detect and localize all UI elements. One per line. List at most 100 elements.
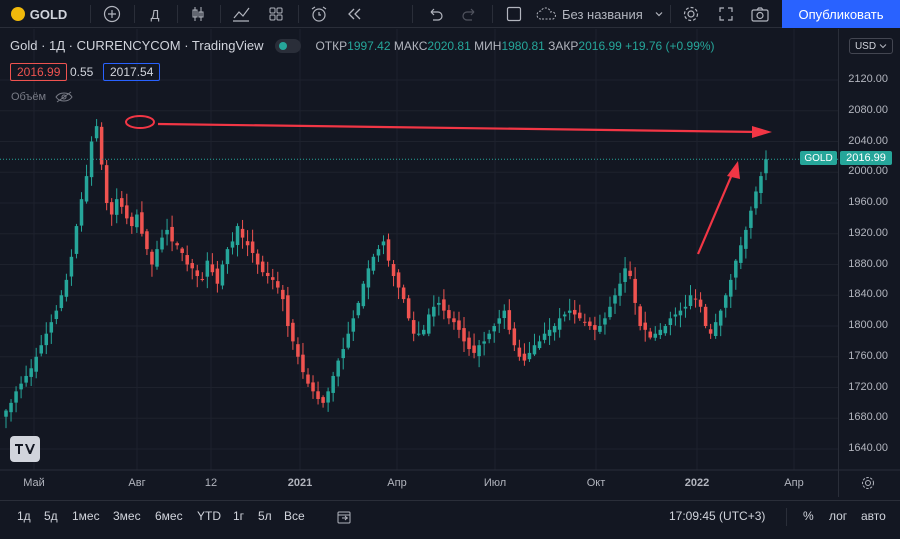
layout-name-button[interactable]: Без названия: [536, 0, 666, 28]
tv-logo-icon: [15, 444, 35, 454]
sell-price-button[interactable]: 2016.99: [10, 63, 68, 81]
indicators-button[interactable]: [229, 0, 253, 28]
high-label: МАКС: [393, 38, 428, 53]
candle-body: [442, 299, 446, 311]
price-tick-label: 1680.00: [848, 411, 888, 424]
price-axis[interactable]: USD 2120.00 2080.00 2040.00 2000.00 1960.00 1…: [838, 29, 900, 497]
percent-toggle[interactable]: %: [803, 509, 814, 523]
auto-toggle[interactable]: авто: [861, 509, 886, 523]
buy-price-button[interactable]: 2017.54: [103, 63, 161, 81]
candle-body: [759, 176, 763, 194]
divider: [90, 5, 91, 23]
candle-body: [59, 295, 64, 309]
divider: [177, 5, 178, 23]
range-button-8[interactable]: Все: [284, 509, 305, 523]
time-tick-label: Апр: [784, 477, 804, 489]
candle-body: [49, 322, 54, 333]
candle-body: [114, 199, 119, 215]
snapshot-button[interactable]: [748, 0, 772, 28]
low-value: 1980.81: [501, 38, 545, 53]
price-chart[interactable]: [0, 29, 900, 497]
eye-toggle[interactable]: [275, 38, 302, 53]
calendar-goto-icon: [337, 511, 351, 524]
range-button-5[interactable]: YTD: [197, 509, 221, 523]
divider: [786, 508, 787, 526]
range-button-1[interactable]: 5д: [44, 509, 58, 523]
candle-body: [225, 249, 230, 265]
candle-body: [718, 310, 723, 326]
divider: [298, 5, 299, 23]
symbol-search-button[interactable]: GOLD: [6, 0, 72, 28]
publish-button[interactable]: Опубликовать: [782, 0, 900, 28]
candle-body: [643, 322, 647, 330]
candle-body: [140, 212, 144, 234]
candle-body: [311, 382, 315, 392]
indicators-icon: [233, 7, 250, 22]
range-button-2[interactable]: 1мес: [72, 509, 100, 523]
volume-legend[interactable]: Объём: [11, 91, 73, 103]
tradingview-logo[interactable]: [10, 436, 40, 462]
candle-body: [250, 241, 255, 253]
candle-body: [427, 314, 431, 334]
last-price-tag: 2016.99: [840, 151, 892, 165]
candle-body: [135, 214, 139, 228]
layout-toggle-button[interactable]: [502, 0, 526, 28]
fullscreen-button[interactable]: [714, 0, 738, 28]
currency-selector[interactable]: USD: [849, 38, 893, 54]
range-button-7[interactable]: 5л: [258, 509, 272, 523]
candle-body: [215, 268, 220, 284]
candle-body: [99, 126, 104, 165]
candle-body: [668, 318, 673, 326]
redo-button[interactable]: [458, 0, 482, 28]
candle-body: [708, 329, 713, 334]
range-button-6[interactable]: 1г: [233, 509, 245, 523]
replay-button[interactable]: [342, 0, 366, 28]
templates-button[interactable]: [264, 0, 288, 28]
interval-button[interactable]: Д: [143, 0, 167, 28]
candle-body: [683, 306, 688, 309]
top-toolbar: GOLD Д Без названия: [0, 0, 900, 28]
close-label: ЗАКР: [548, 38, 579, 53]
annotation-ellipse: [125, 115, 155, 129]
chart-type-button[interactable]: [186, 0, 210, 28]
candle-body: [180, 248, 184, 253]
candle-body: [44, 333, 49, 346]
price-tick-label: 1720.00: [848, 380, 888, 393]
candle-body: [517, 347, 522, 357]
candle-body: [678, 310, 683, 316]
range-button-3[interactable]: 3мес: [113, 509, 141, 523]
change-value: +19.76 (+0.99%): [625, 38, 715, 53]
candle-body: [170, 226, 174, 242]
candle-body: [487, 333, 491, 340]
candle-body: [79, 199, 84, 226]
candle-body: [623, 268, 627, 282]
candle-body: [120, 198, 124, 207]
clock[interactable]: 17:09:45 (UTC+3): [669, 509, 766, 523]
range-button-0[interactable]: 1д: [17, 509, 31, 523]
gold-symbol-icon: [10, 7, 25, 21]
last-price-value: 2016.99: [846, 152, 886, 164]
candle-body: [764, 159, 768, 174]
candle-body: [658, 329, 663, 336]
price-tick-label: 1640.00: [848, 442, 888, 454]
plus-circle-icon: [103, 5, 121, 23]
candle-body: [346, 333, 351, 348]
goto-date-button[interactable]: [336, 509, 352, 528]
range-button-4[interactable]: 6мес: [155, 509, 183, 523]
alert-button[interactable]: [307, 0, 331, 28]
candle-body: [366, 268, 371, 288]
ask-value: 2017.54: [110, 65, 154, 79]
axis-settings-button[interactable]: [858, 473, 878, 493]
divider: [670, 5, 671, 23]
undo-button[interactable]: [423, 0, 447, 28]
candle-body: [421, 329, 426, 335]
candle-body: [74, 226, 79, 254]
settings-button[interactable]: [679, 0, 703, 28]
candle-body: [276, 281, 280, 288]
log-toggle[interactable]: лог: [829, 509, 848, 523]
compare-add-button[interactable]: [100, 0, 124, 28]
alarm-clock-icon: [311, 6, 327, 22]
candle-body: [9, 402, 13, 413]
open-label: ОТКР: [315, 38, 348, 53]
candle-body: [361, 283, 366, 307]
